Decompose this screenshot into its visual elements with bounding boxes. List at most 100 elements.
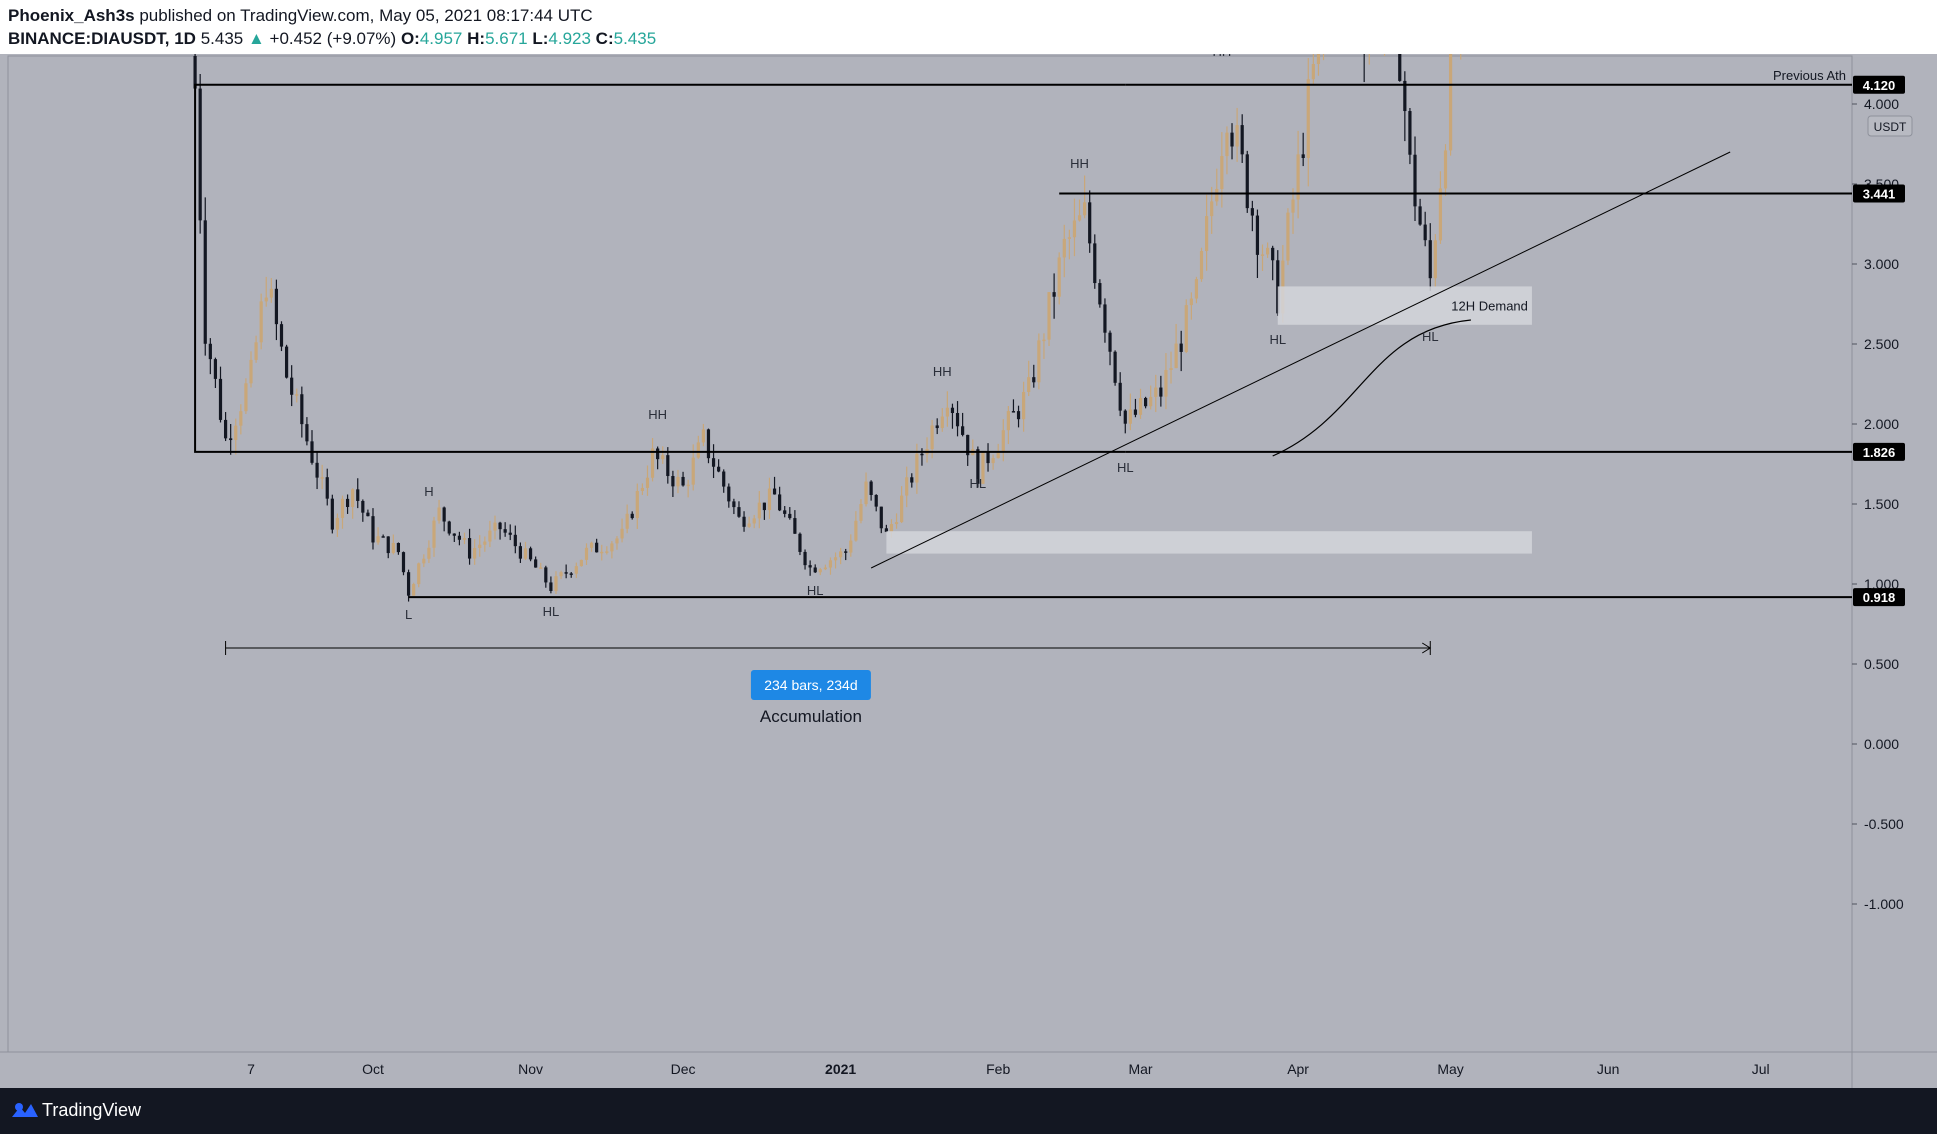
candle-body [1006,411,1010,431]
candle-body [905,477,909,496]
low-label: L: [532,29,549,48]
candle-body [305,424,309,442]
candle-body [1250,208,1254,216]
candle-body [645,477,650,488]
swing-label: L [405,607,412,622]
measure-tag [750,670,871,700]
candle-body [249,359,253,384]
candle-body [437,507,441,521]
candle-body [737,507,741,517]
candle-body [300,394,304,425]
candle-body [793,518,797,534]
y-tick-label: 3.000 [1864,256,1899,272]
candle-body [366,512,370,517]
candle-body [508,532,512,535]
y-tick-label: 1.000 [1864,576,1899,592]
candle-body [427,547,431,559]
candle-body [961,426,965,435]
candle-body [1077,215,1082,221]
candle-body [223,419,228,439]
candle-body [1138,397,1143,415]
candle-body [544,567,548,583]
open-label: O: [400,29,420,48]
level-tag-label: 0.918 [1863,590,1896,605]
level-note: Previous Ath [1773,68,1846,83]
candle-body [534,559,538,568]
candle-body [264,297,268,302]
candle-body [340,498,345,518]
candle-body [701,429,705,443]
level-tag-label: 1.826 [1863,445,1896,460]
high-value: 5.671 [485,29,528,48]
candle-body [894,522,899,525]
candle-body [1032,377,1036,383]
candle-body [788,513,792,519]
candle-body [1022,391,1026,420]
candle-body [1194,279,1199,299]
demand-zone [886,531,1532,554]
curve-line [1272,319,1471,457]
candle-body [1260,254,1265,256]
accumulation-label: Accumulation [760,707,862,726]
price-chart[interactable]: 88.0007.5007.0006.5006.0005.5005.0004.50… [0,54,1937,1088]
zone-label: 12H Demand [1451,299,1528,314]
level-tag [1853,442,1905,461]
candle-body [1240,125,1244,155]
y-tick-label: 0.000 [1864,736,1899,752]
candle-body [213,359,218,379]
price-change: +0.452 (+9.07%) [269,29,397,48]
candle-body [1088,202,1092,244]
candle-body [945,407,949,417]
swing-label: HL [543,604,560,619]
candle-body [1083,202,1087,216]
candle-body [218,378,223,420]
candle-body [432,520,436,548]
candle-body [518,546,522,559]
candle-body [1266,247,1270,255]
y-tick-label: -0.500 [1864,816,1904,832]
candle-body [610,543,614,552]
swing-label: HH [1070,156,1089,171]
candle-body [447,521,451,534]
publish-info: Phoenix_Ash3s published on TradingView.c… [8,6,593,26]
candle-body [727,486,731,502]
candle-body [1164,369,1168,397]
candle-body [345,498,350,508]
swing-label: HL [970,476,987,491]
candle-body [828,560,833,568]
tradingview-brand[interactable]: TradingView [42,1100,142,1120]
up-arrow-icon: ▲ [247,29,265,48]
candle-body [376,536,380,543]
candle-body [772,488,777,495]
x-tick-label: May [1437,1061,1463,1077]
candle-body [778,494,782,511]
candle-body [1011,411,1016,413]
candle-body [203,220,207,344]
candle-body [1438,188,1443,241]
candle-body [1413,154,1417,207]
candle-body [1027,377,1031,392]
candle-body [1093,243,1097,284]
candle-body [976,449,980,484]
level-tag-label: 4.120 [1863,78,1896,93]
candle-body [1220,156,1224,189]
author-name[interactable]: Phoenix_Ash3s [8,6,135,25]
close-value: 5.435 [613,29,657,48]
candle-body [1169,368,1173,370]
candle-body [691,457,695,485]
candle-body [1103,304,1107,333]
candle-body [742,516,746,527]
candle-body [1408,111,1412,155]
candle-body [1418,206,1422,225]
candle-body [325,477,329,499]
candle-body [234,425,238,441]
candle-body [940,416,944,429]
swing-label: HL [1422,329,1439,344]
candle-body [1154,387,1158,397]
candle-body [935,425,939,429]
candle-body [915,453,919,483]
symbol-name[interactable]: BINANCE:DIAUSDT, 1D [8,29,196,48]
candle-body [798,533,802,552]
candle-body [513,534,517,547]
candle-body [284,346,289,378]
